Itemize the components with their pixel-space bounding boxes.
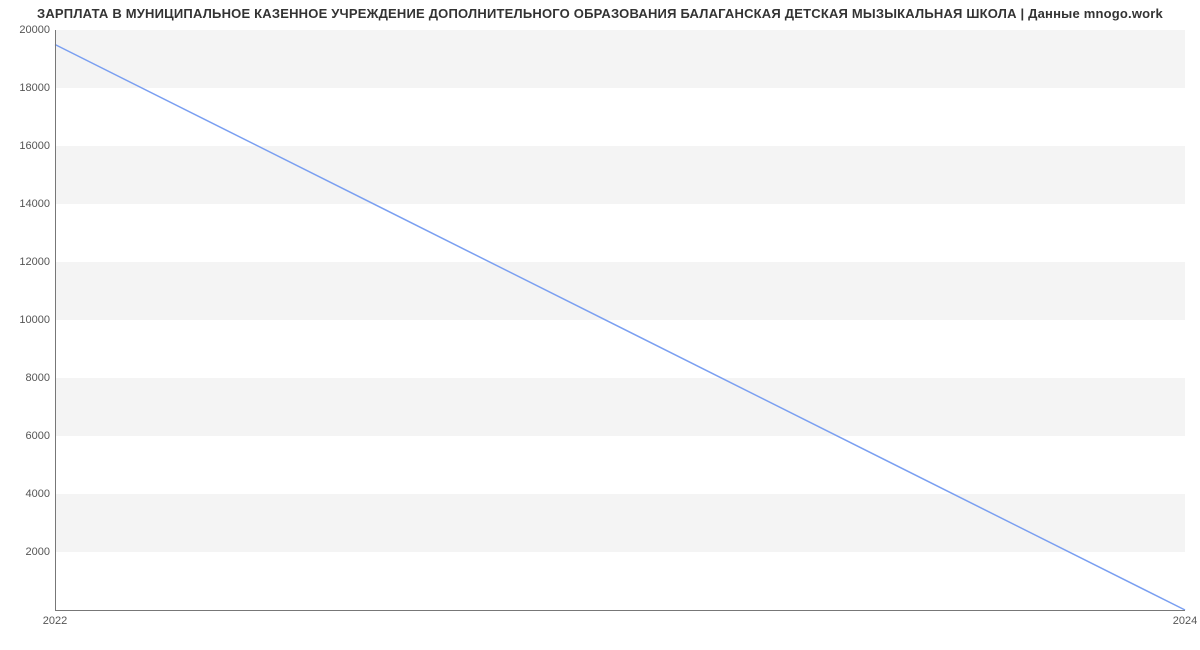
y-tick-label: 4000 <box>5 488 50 500</box>
line-series <box>55 30 1185 610</box>
y-tick-label: 20000 <box>5 24 50 36</box>
y-tick-label: 14000 <box>5 198 50 210</box>
y-tick-label: 6000 <box>5 430 50 442</box>
y-tick-label: 18000 <box>5 82 50 94</box>
y-tick-label: 16000 <box>5 140 50 152</box>
x-tick-label: 2024 <box>1173 615 1197 627</box>
y-tick-label: 12000 <box>5 256 50 268</box>
x-tick-label: 2022 <box>43 615 67 627</box>
y-axis-line <box>55 30 56 610</box>
plot-area <box>55 30 1185 610</box>
chart-title: ЗАРПЛАТА В МУНИЦИПАЛЬНОЕ КАЗЕННОЕ УЧРЕЖД… <box>0 6 1200 21</box>
x-axis-line <box>55 610 1185 611</box>
y-tick-label: 10000 <box>5 314 50 326</box>
y-tick-label: 8000 <box>5 372 50 384</box>
chart-container: ЗАРПЛАТА В МУНИЦИПАЛЬНОЕ КАЗЕННОЕ УЧРЕЖД… <box>0 0 1200 650</box>
y-tick-label: 2000 <box>5 546 50 558</box>
series-line <box>55 45 1185 611</box>
